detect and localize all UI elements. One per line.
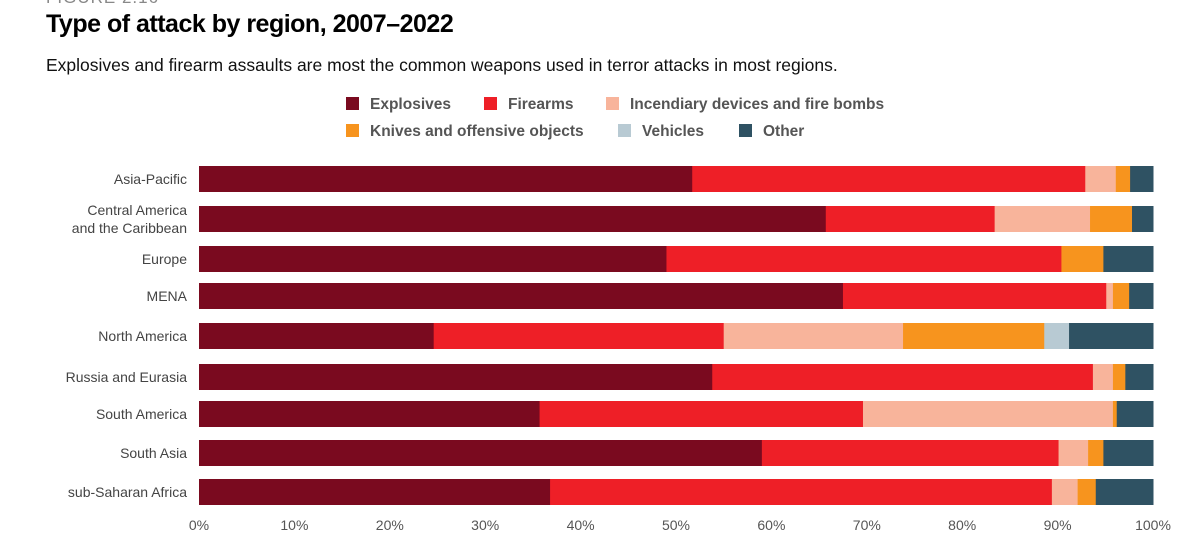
bar-segment xyxy=(1069,323,1154,349)
bar-segment xyxy=(1058,440,1089,466)
bar-segment xyxy=(994,206,1091,232)
bar-segment xyxy=(862,401,1114,427)
bar-segment xyxy=(712,364,1094,390)
bar-segment xyxy=(1092,364,1114,390)
legend-swatch xyxy=(618,124,631,137)
bar-segment xyxy=(199,364,713,390)
bar-segment xyxy=(723,323,904,349)
chart-title: Type of attack by region, 2007–2022 xyxy=(46,10,454,38)
bar-segment xyxy=(199,283,844,309)
x-tick-label: 60% xyxy=(757,517,785,533)
bar-segment xyxy=(1103,246,1154,272)
category-label: North America xyxy=(98,328,187,344)
bar-segment xyxy=(1125,364,1154,390)
x-tick-label: 70% xyxy=(853,517,881,533)
bar-segment xyxy=(1112,364,1126,390)
bar-segment xyxy=(1129,283,1154,309)
x-tick-label: 90% xyxy=(1044,517,1072,533)
category-label: South Asia xyxy=(120,445,187,461)
x-tick-label: 20% xyxy=(376,517,404,533)
bar-segment xyxy=(1095,479,1154,505)
bar-segment xyxy=(199,323,435,349)
legend-swatch xyxy=(346,124,359,137)
legend-label: Firearms xyxy=(508,96,573,113)
bar-segment xyxy=(1103,440,1154,466)
chart-subtitle: Explosives and firearm assaults are most… xyxy=(46,55,838,75)
bar-segment xyxy=(842,283,1107,309)
bar-segment xyxy=(199,206,827,232)
x-tick-label: 80% xyxy=(948,517,976,533)
legend-label: Vehicles xyxy=(642,123,704,140)
legend-swatch xyxy=(739,124,752,137)
bar-segment xyxy=(903,323,1045,349)
bar-segment xyxy=(1088,440,1104,466)
bar-segment xyxy=(1116,401,1154,427)
legend-label: Incendiary devices and fire bombs xyxy=(630,96,884,113)
bar-segment xyxy=(539,401,864,427)
bar-segment xyxy=(1051,479,1079,505)
category-label: Asia-Pacific xyxy=(114,171,187,187)
bar-segment xyxy=(1090,206,1133,232)
legend-label: Knives and offensive objects xyxy=(370,123,584,140)
bar-segment xyxy=(433,323,725,349)
bar-segment xyxy=(1115,166,1131,192)
bar-segment xyxy=(199,246,667,272)
bar-segment xyxy=(1132,206,1154,232)
category-label: Central America xyxy=(87,202,187,218)
category-label: sub-Saharan Africa xyxy=(68,484,187,500)
legend-label: Explosives xyxy=(370,96,451,113)
bar-segment xyxy=(1112,283,1130,309)
bar-segment xyxy=(1106,283,1114,309)
category-label: MENA xyxy=(147,288,188,304)
x-tick-label: 0% xyxy=(189,517,209,533)
category-label: and the Caribbean xyxy=(72,220,187,236)
bar-segment xyxy=(199,401,541,427)
legend-swatch xyxy=(606,97,619,110)
bar-segment xyxy=(692,166,1086,192)
bar-segment xyxy=(199,479,551,505)
bar-segment xyxy=(761,440,1060,466)
bar-segment xyxy=(1130,166,1154,192)
x-tick-label: 10% xyxy=(280,517,308,533)
bar-segment xyxy=(1044,323,1070,349)
bar-segment xyxy=(666,246,1062,272)
legend-label: Other xyxy=(763,123,804,140)
bar-segment xyxy=(1061,246,1104,272)
legend-swatch xyxy=(346,97,359,110)
bar-segment xyxy=(1085,166,1117,192)
category-label: Europe xyxy=(142,251,187,267)
bar-segment xyxy=(550,479,1053,505)
bar-segment xyxy=(1112,401,1118,427)
bar-segment xyxy=(199,166,693,192)
category-label: South America xyxy=(96,406,187,422)
x-tick-label: 40% xyxy=(567,517,595,533)
bar-segment xyxy=(1077,479,1097,505)
legend-swatch xyxy=(484,97,497,110)
category-label: Russia and Eurasia xyxy=(66,369,188,385)
x-tick-label: 50% xyxy=(662,517,690,533)
bar-segment xyxy=(199,440,763,466)
bar-segment xyxy=(825,206,996,232)
x-tick-label: 100% xyxy=(1135,517,1171,533)
x-tick-label: 30% xyxy=(471,517,499,533)
figure-label: FIGURE 2.16 xyxy=(46,0,159,8)
